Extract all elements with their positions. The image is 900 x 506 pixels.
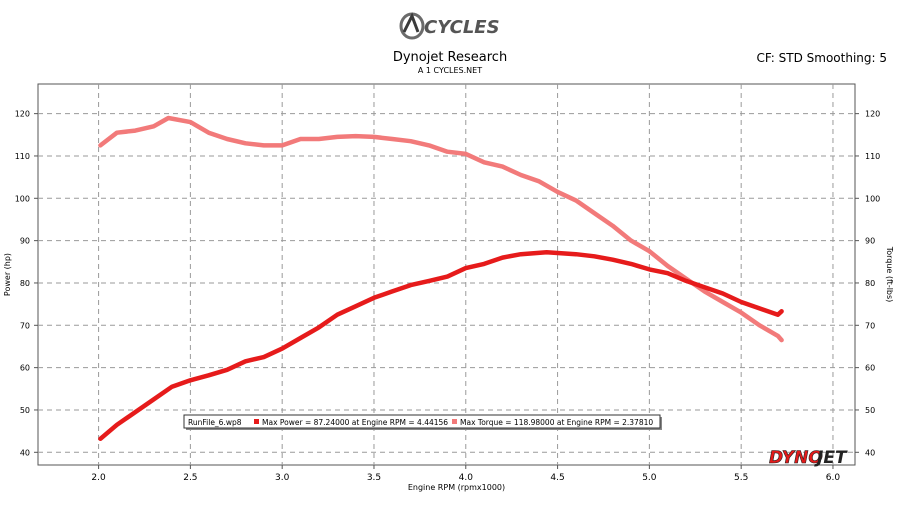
dynojet-logo-part2: JET — [814, 448, 848, 468]
y-tick-label-left: 120 — [15, 110, 30, 119]
legend-swatch-power — [254, 419, 259, 424]
x-tick-label: 4.0 — [459, 473, 474, 483]
chart-subtitle: A 1 CYCLES.NET — [417, 66, 483, 75]
y-tick-label-left: 100 — [15, 194, 30, 203]
y-tick-label-right: 100 — [865, 194, 880, 203]
x-axis-label: Engine RPM (rpmx1000) — [408, 483, 505, 492]
x-tick-label: 2.0 — [91, 473, 106, 483]
y-tick-label-left: 60 — [20, 364, 30, 373]
cycles-logo: CYCLES — [399, 12, 500, 40]
y-tick-label-right: 50 — [865, 406, 875, 415]
legend-box — [183, 414, 661, 429]
y-tick-label-left: 70 — [20, 321, 30, 330]
x-tick-label: 6.0 — [826, 473, 841, 483]
y-tick-label-right: 60 — [865, 364, 875, 373]
x-tick-label: 2.5 — [183, 473, 197, 483]
legend-entry-power: Max Power = 87.24000 at Engine RPM = 4.4… — [262, 418, 448, 427]
y-tick-label-left: 110 — [15, 152, 30, 161]
y-tick-label-left: 90 — [20, 237, 30, 246]
y-tick-label-right: 40 — [865, 448, 875, 457]
legend-swatch-torque — [452, 419, 457, 424]
correction-factor-label: CF: STD Smoothing: 5 — [756, 51, 887, 65]
y-tick-label-left: 80 — [20, 279, 30, 288]
chart-title: Dynojet Research — [392, 50, 508, 65]
y-tick-label-right: 90 — [865, 237, 875, 246]
x-tick-label: 4.5 — [550, 473, 564, 483]
x-tick-label: 3.5 — [367, 473, 381, 483]
y-tick-label-left: 40 — [20, 448, 30, 457]
series-line-torque — [98, 115, 784, 343]
legend-entry-torque: Max Torque = 118.98000 at Engine RPM = 2… — [460, 418, 653, 427]
legend-file: RunFile_6.wp8 — [188, 418, 242, 427]
y-axis-label-right: Torque (ft-lbs) — [885, 246, 894, 303]
logo-text: CYCLES — [424, 17, 500, 38]
y-tick-label-right: 110 — [865, 152, 880, 161]
series-line-power — [98, 250, 784, 442]
x-tick-label: 3.0 — [275, 473, 290, 483]
x-tick-label: 5.0 — [642, 473, 657, 483]
dynojet-logo-part1: DYNO — [769, 448, 823, 468]
y-tick-label-left: 50 — [20, 406, 30, 415]
y-tick-label-right: 80 — [865, 279, 875, 288]
y-tick-label-right: 70 — [865, 321, 875, 330]
grid — [38, 84, 855, 465]
legend: RunFile_6.wp8 Max Power = 87.24000 at Eng… — [183, 414, 662, 430]
x-tick-label: 5.5 — [734, 473, 748, 483]
y-axis-label-left: Power (hp) — [3, 253, 12, 296]
plot-area — [37, 83, 856, 466]
y-tick-label-right: 120 — [865, 110, 880, 119]
